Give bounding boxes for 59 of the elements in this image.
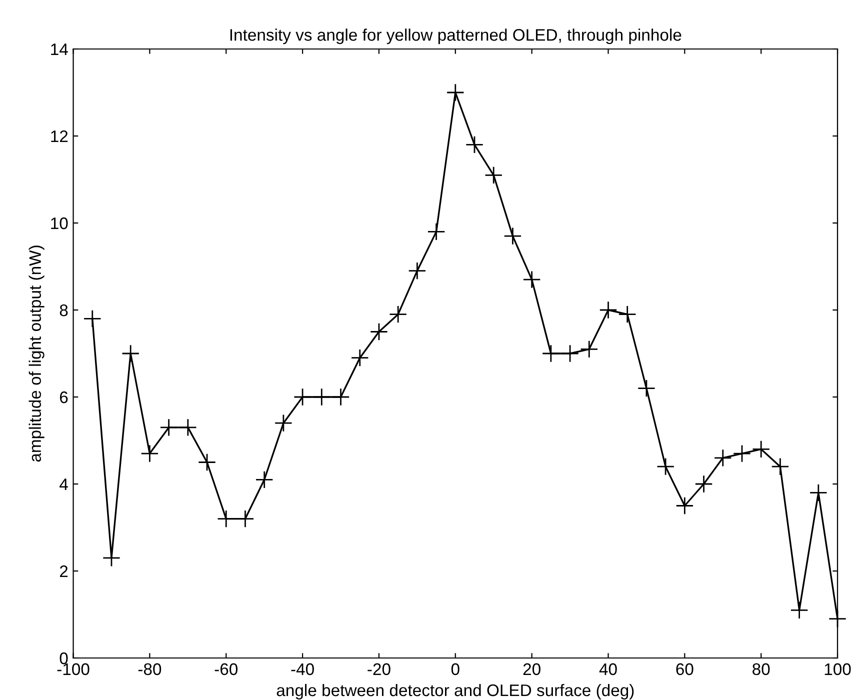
point: [140, 444, 159, 463]
point: [752, 440, 770, 458]
chart-title: Intensity vs angle for yellow patterned OLED, through pinhole: [230, 28, 682, 44]
x-tick-label: 0: [451, 663, 460, 676]
point: [732, 444, 752, 463]
point: [122, 344, 140, 363]
point: [714, 448, 732, 467]
x-tick-label: -60: [214, 663, 238, 676]
point: [160, 418, 178, 436]
point: [255, 470, 274, 489]
point: [522, 270, 541, 289]
point: [427, 222, 446, 241]
point: [370, 322, 388, 341]
point: [350, 348, 369, 367]
y-tick-label: 0: [60, 652, 68, 664]
x-tick-label: 20: [523, 663, 540, 676]
point: [294, 388, 312, 406]
point: [178, 418, 197, 436]
y-tick-label: 4: [60, 478, 68, 490]
x-axis-title: angle between detector and OLED surface (deg): [276, 684, 634, 700]
x-tick-label: 80: [752, 663, 770, 676]
point: [618, 305, 636, 324]
x-tick-label: -100: [57, 663, 90, 676]
point: [389, 305, 408, 324]
y-axis-title: amplitude of light output (nW): [28, 246, 44, 462]
point: [656, 458, 675, 476]
point: [561, 344, 580, 363]
y-tick-label: 10: [51, 217, 68, 230]
x-tick-label: -40: [291, 663, 314, 676]
point: [504, 227, 522, 246]
point: [828, 610, 847, 628]
x-tick-label: -20: [368, 663, 390, 676]
y-tick-label: 12: [51, 130, 68, 142]
y-tick-label: 8: [60, 304, 68, 316]
point: [637, 379, 656, 398]
y-tick-label: 6: [60, 391, 68, 404]
point: [599, 300, 618, 320]
point: [274, 414, 292, 432]
x-tick-label: 100: [824, 663, 851, 676]
point: [198, 453, 216, 472]
point: [809, 484, 828, 502]
x-tick-label: -80: [138, 663, 162, 676]
point: [312, 388, 331, 406]
point: [408, 262, 426, 280]
y-tick-label: 14: [51, 44, 68, 56]
point: [332, 388, 350, 406]
point: [465, 136, 484, 154]
point: [676, 496, 694, 515]
point: [694, 474, 713, 494]
point: [484, 166, 503, 184]
point: [580, 340, 598, 358]
point: [542, 344, 560, 363]
y-tick-label: 2: [60, 565, 68, 578]
x-tick-label: 40: [599, 663, 617, 676]
point: [790, 601, 808, 620]
point: [446, 83, 464, 102]
point: [771, 458, 790, 476]
x-tick-label: 60: [676, 663, 694, 676]
point: [83, 310, 102, 328]
